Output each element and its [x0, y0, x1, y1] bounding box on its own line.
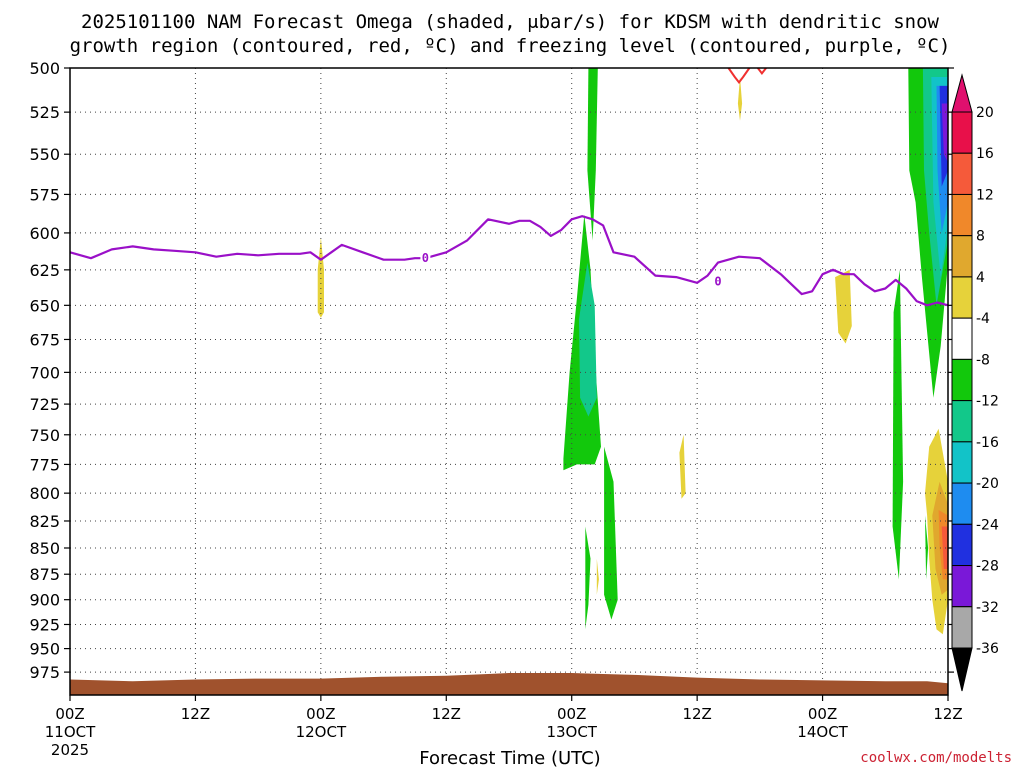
colorbar-top-triangle	[951, 73, 973, 113]
x-tick-label-12: 12Z	[181, 705, 210, 723]
y-tick-label-700: 700	[29, 363, 60, 382]
colorbar-label-11: -28	[976, 559, 999, 575]
colorbar-label-3: 8	[976, 229, 985, 245]
y-tick-label-850: 850	[29, 539, 60, 558]
omega-region-6	[596, 558, 599, 595]
y-tick-label-650: 650	[29, 296, 60, 315]
colorbar-label-7: -12	[976, 394, 999, 410]
credit-text: coolwx.com/modelts	[860, 750, 1012, 766]
x-tick-date-24: 12OCT	[296, 723, 347, 741]
omega-region-17	[941, 103, 948, 163]
plot-frame	[69, 67, 949, 696]
freezing-level-label-0: 0	[422, 251, 429, 265]
y-tick-label-500: 500	[29, 59, 60, 78]
y-axis-ticks: 500 525 550 575 600 625 650 675 700 725 750 775 800 8…	[29, 59, 954, 682]
dgz-contour-1	[757, 67, 767, 76]
y-tick-label-925: 925	[29, 615, 60, 634]
freezing-level-line	[69, 215, 949, 307]
colorbar-swatch-2	[951, 193, 973, 237]
dgz-contours	[727, 67, 767, 85]
colorbar-swatch-13	[951, 606, 973, 649]
omega-region-7	[737, 77, 743, 121]
terrain-fill	[70, 673, 948, 695]
chart-title-line2: growth region (contoured, red, ºC) and f…	[70, 35, 951, 57]
colorbar-swatch-3	[951, 235, 973, 278]
colorbar-label-0: 20	[976, 105, 994, 121]
x-tick-date-72: 14OCT	[797, 723, 848, 741]
colorbar-label-12: -32	[976, 600, 999, 616]
omega-region-5	[585, 526, 591, 630]
dgz-contour-0	[727, 67, 751, 85]
colorbar-label-4: 4	[976, 270, 985, 286]
x-tick-label-24: 00Z	[306, 705, 335, 723]
freezing-level-label-1: 0	[714, 274, 721, 288]
omega-region-10	[892, 269, 904, 580]
plot-border	[69, 67, 949, 696]
freezing-level-contour: 00	[69, 215, 949, 307]
colorbar-swatch-6	[951, 358, 973, 402]
colorbar-swatch-10	[951, 523, 973, 567]
colorbar-swatch-5	[951, 317, 973, 360]
colorbar-swatch-7	[951, 400, 973, 443]
colorbar-label-9: -20	[976, 476, 999, 492]
colorbar-label-13: -36	[976, 641, 999, 657]
x-tick-label-36: 12Z	[432, 705, 461, 723]
y-tick-label-675: 675	[29, 330, 60, 349]
x-tick-year-0: 2025	[51, 741, 89, 759]
colorbar-label-5: -4	[976, 311, 990, 327]
y-tick-label-600: 600	[29, 224, 60, 243]
y-tick-label-875: 875	[29, 565, 60, 584]
y-tick-label-750: 750	[29, 426, 60, 445]
colorbar-swatch-4	[951, 276, 973, 319]
plot-background	[70, 68, 948, 695]
x-tick-label-60: 12Z	[682, 705, 711, 723]
colorbar: 20 16 12 8 4 -4 -8 -12 -16 -20 -24 -28 -32 -36	[951, 73, 999, 692]
colorbar-label-2: 12	[976, 187, 994, 203]
y-tick-label-975: 975	[29, 663, 60, 682]
omega-region-8	[679, 434, 686, 499]
colorbar-label-1: 16	[976, 146, 994, 162]
colorbar-swatch-9	[951, 482, 973, 525]
y-tick-label-825: 825	[29, 512, 60, 531]
omega-region-2	[579, 262, 597, 417]
y-tick-label-775: 775	[29, 455, 60, 474]
colorbar-label-10: -24	[976, 517, 999, 533]
omega-region-9	[835, 269, 852, 344]
omega-region-3	[587, 68, 598, 241]
x-tick-label-72: 00Z	[808, 705, 837, 723]
y-tick-label-575: 575	[29, 185, 60, 204]
chart-title-line1: 2025101100 NAM Forecast Omega (shaded, μ…	[81, 11, 939, 33]
colorbar-label-8: -16	[976, 435, 999, 451]
omega-shading	[317, 68, 948, 635]
x-tick-label-48: 00Z	[557, 705, 586, 723]
omega-region-21	[941, 526, 948, 569]
freezing-level-label-bg-0	[420, 251, 431, 266]
colorbar-bottom-triangle	[951, 647, 973, 692]
colorbar-swatch-11	[951, 565, 973, 608]
x-tick-label-84: 12Z	[933, 705, 962, 723]
x-axis-label: Forecast Time (UTC)	[419, 748, 600, 768]
terrain-polygon	[70, 673, 948, 695]
omega-region-12	[925, 515, 929, 580]
omega-region-4	[604, 446, 618, 620]
colorbar-swatch-0	[951, 111, 973, 154]
y-tick-label-725: 725	[29, 395, 60, 414]
x-tick-date-48: 13OCT	[546, 723, 597, 741]
y-tick-label-625: 625	[29, 261, 60, 280]
x-tick-date-0: 11OCT	[45, 723, 96, 741]
y-tick-label-550: 550	[29, 145, 60, 164]
x-tick-label-0: 00Z	[55, 705, 84, 723]
colorbar-swatch-1	[951, 152, 973, 195]
y-tick-label-900: 900	[29, 591, 60, 610]
y-tick-label-800: 800	[29, 484, 60, 503]
y-tick-label-525: 525	[29, 103, 60, 122]
colorbar-swatch-8	[951, 441, 973, 484]
y-tick-label-950: 950	[29, 640, 60, 659]
plot-area	[70, 68, 948, 695]
colorbar-label-6: -8	[976, 352, 990, 368]
freezing-level-label-bg-1	[713, 274, 724, 289]
